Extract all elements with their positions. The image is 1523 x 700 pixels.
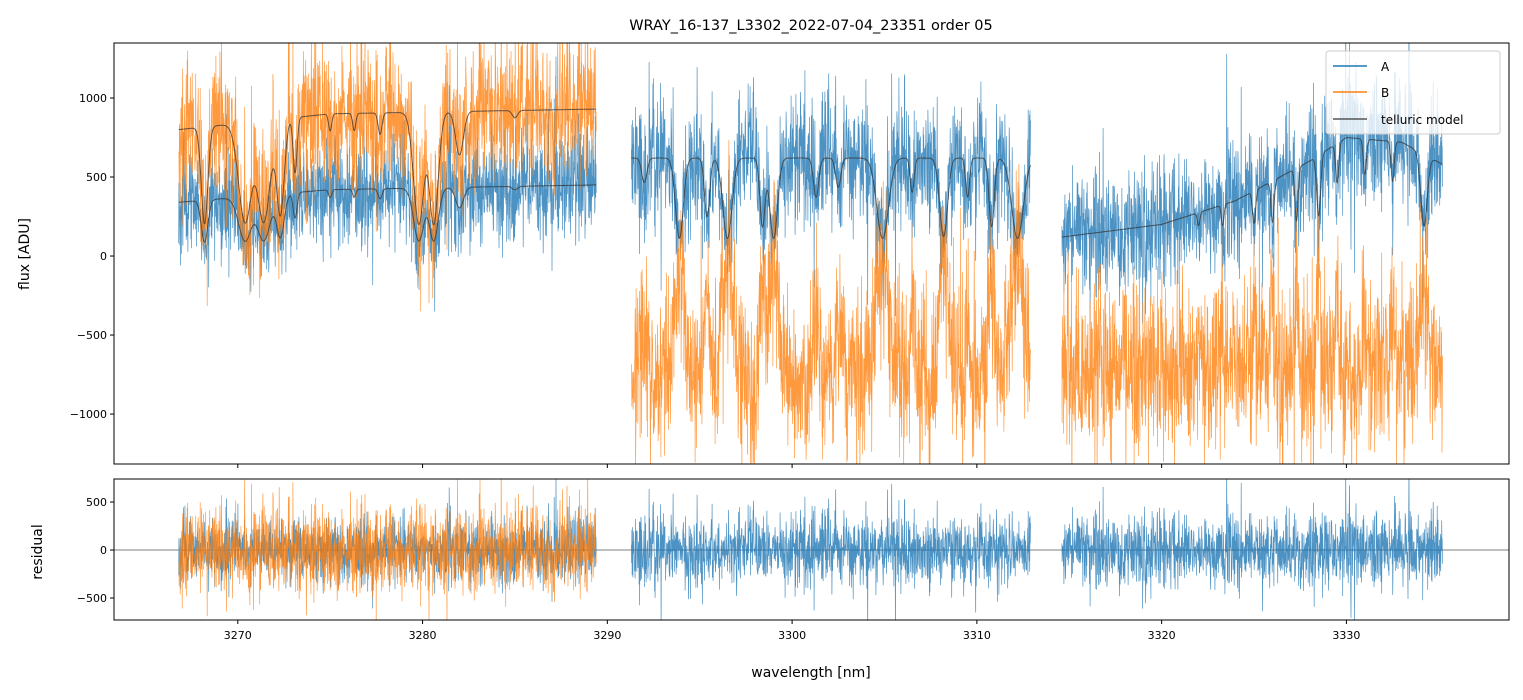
flux-y-tick-label: 0: [100, 250, 107, 263]
series-b-segment-3: [1061, 192, 1443, 464]
legend-box: [1325, 50, 1501, 135]
legend-label-telluric: telluric model: [1381, 113, 1463, 127]
x-tick-label: 3290: [593, 629, 621, 642]
flux-y-axis-label: flux [ADU]: [17, 218, 33, 290]
series-b-segment-1: [178, 43, 597, 312]
telluric-model-a-segment-3: [1061, 137, 1443, 238]
x-tick-label: 3320: [1148, 629, 1176, 642]
flux-axes-frame: [113, 42, 1510, 465]
series-a-segment-3: [1061, 43, 1443, 327]
x-tick-label: 3280: [409, 629, 437, 642]
residual-panel: [114, 479, 1509, 620]
flux-y-tick-label: 500: [86, 171, 107, 184]
series-b-segment-2: [631, 139, 1031, 464]
chart-title: WRAY_16-137_L3302_2022-07-04_23351 order…: [629, 18, 993, 34]
flux-y-tick-label: 1000: [79, 92, 107, 105]
legend-label-b: B: [1381, 86, 1389, 100]
residual-axes-frame: [113, 478, 1510, 621]
flux-panel: [178, 43, 1443, 464]
telluric-model-a-segment-1: [178, 184, 597, 243]
x-axis-label: wavelength [nm]: [751, 665, 870, 681]
residual-b-segment-1: [178, 479, 597, 620]
residual-a-segment-3: [1061, 479, 1443, 620]
residual-y-tick-label: 500: [86, 496, 107, 509]
series-a-segment-2: [631, 61, 1031, 317]
telluric-model-a-segment-2: [631, 157, 1031, 240]
residual-y-tick-label: −500: [77, 592, 107, 605]
residual-y-tick-label: 0: [100, 544, 107, 557]
x-tick-label: 3270: [224, 629, 252, 642]
flux-y-tick-label: −1000: [70, 408, 107, 421]
residual-y-axis-label: residual: [30, 524, 46, 579]
residual-a-segment-2: [631, 483, 1031, 620]
x-tick-label: 3300: [778, 629, 806, 642]
telluric-model-b-segment-1: [178, 108, 597, 226]
legend: A B telluric model: [1325, 50, 1501, 135]
x-tick-label: 3330: [1332, 629, 1360, 642]
legend-label-a: A: [1381, 60, 1390, 74]
x-tick-label: 3310: [963, 629, 991, 642]
flux-y-tick-label: −500: [77, 329, 107, 342]
